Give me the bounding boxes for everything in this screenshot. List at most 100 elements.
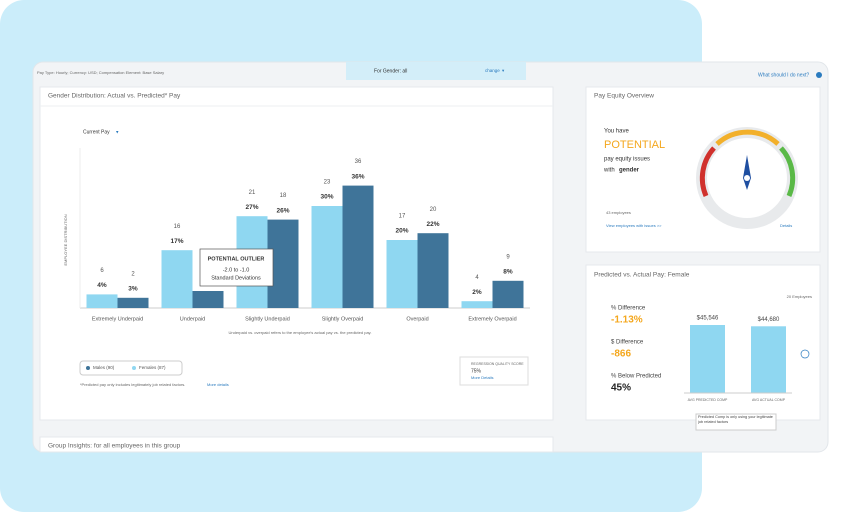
predicted-value: $45,546: [697, 316, 719, 322]
bar: [192, 291, 224, 308]
x-tick-label: Slightly Underpaid: [245, 316, 290, 322]
x-tick-label: Slightly Overpaid: [322, 316, 364, 322]
predicted-employees: 20 Employees: [787, 294, 812, 299]
bar: [386, 240, 418, 308]
legend: [79, 360, 183, 376]
bar: [461, 301, 493, 308]
gender-filter: For Gender: all: [374, 68, 407, 74]
change-link[interactable]: change: [485, 68, 500, 73]
overview-bold: gender: [619, 168, 640, 174]
caret: ▾: [502, 68, 505, 73]
tooltip-range: -2.0 to -1.0: [223, 267, 250, 273]
metric-label: % Difference: [611, 306, 646, 312]
overview-link[interactable]: View employees with issues >>: [606, 223, 662, 228]
gauge-yellow: [715, 129, 780, 146]
bar: [417, 233, 449, 308]
x-tick-label: Underpaid: [180, 316, 205, 322]
pay-selector[interactable]: Current Pay: [83, 129, 110, 135]
bar: [117, 297, 149, 308]
quality-box: [459, 356, 529, 386]
data-label: 4%: [97, 282, 107, 289]
predicted-category: AVG PREDICTED COMP: [688, 398, 728, 402]
help-link[interactable]: What should I do next?: [758, 72, 809, 78]
gauge-hub: [744, 175, 750, 181]
legend-label[interactable]: Females (87): [139, 365, 166, 370]
predicted-tooltip-body: Predicted Comp is only using your legiti…: [698, 415, 773, 424]
legend-swatch: [86, 366, 90, 370]
predicted-bar: [751, 326, 786, 393]
caption: Underpaid vs. overpaid refers to the emp…: [229, 330, 372, 335]
quality-label: REGRESSION QUALITY SCORE: [471, 362, 524, 366]
count-label: 36: [355, 159, 362, 165]
next-button[interactable]: [800, 349, 810, 359]
overview-line: with: [603, 168, 615, 174]
count-label: 21: [249, 190, 256, 196]
overview-line: pay equity issues: [604, 157, 650, 163]
data-label: 36%: [351, 173, 364, 180]
data-label: 27%: [245, 204, 258, 211]
count-label: 6: [100, 268, 104, 274]
predicted-category: AVG ACTUAL COMP: [752, 398, 786, 402]
predicted-bar: [690, 325, 725, 393]
bar: [86, 294, 118, 308]
tooltip-title: POTENTIAL OUTLIER: [208, 256, 265, 262]
data-label: 20%: [395, 228, 408, 235]
help-icon: [816, 72, 822, 78]
data-label: 26%: [276, 207, 289, 214]
count-label: 9: [506, 254, 510, 260]
data-label: 17%: [170, 238, 183, 245]
x-tick-label: Extremely Overpaid: [468, 316, 516, 322]
overview-status: POTENTIAL: [604, 139, 665, 151]
group-panel: [39, 436, 554, 453]
metric-value: 45%: [611, 383, 631, 394]
overview-title: Pay Equity Overview: [594, 93, 654, 100]
caret: ▾: [116, 129, 119, 135]
data-label: 3%: [128, 286, 138, 293]
overview-details[interactable]: Details: [780, 223, 792, 228]
data-label: 22%: [426, 221, 439, 228]
footnote: *Predicted pay only includes legitimatel…: [80, 382, 185, 387]
filter-tab[interactable]: [346, 62, 526, 80]
more-details[interactable]: More details: [207, 382, 229, 387]
tooltip-unit: Standard Deviations: [211, 275, 261, 281]
filters: Pay Type: Hourly; Currency: USD; Compens…: [37, 70, 164, 75]
predicted-value: $44,680: [758, 317, 780, 323]
quality-link[interactable]: More Details: [471, 375, 493, 380]
legend-swatch: [132, 366, 136, 370]
count-label: 18: [280, 193, 287, 199]
count-label: 2: [131, 271, 135, 277]
overview-line: You have: [604, 129, 629, 135]
bar: [311, 206, 343, 308]
count-label: 20: [430, 207, 437, 213]
data-label: 8%: [503, 269, 513, 276]
metric-label: $ Difference: [611, 340, 644, 346]
x-tick-label: Extremely Underpaid: [92, 316, 143, 322]
data-label: 2%: [472, 289, 482, 296]
y-axis-label: EMPLOYEE DISTRIBUTION: [63, 214, 68, 265]
gauge-green: [779, 146, 796, 197]
x-tick-label: Overpaid: [406, 316, 428, 322]
gauge-needle: [743, 155, 751, 190]
gauge-red: [699, 146, 716, 197]
predicted-tooltip-text: Predicted Comp is only using your legiti…: [698, 415, 773, 424]
group-title: Group Insights: for all employees in thi…: [48, 443, 181, 450]
quality-value: 75%: [471, 368, 482, 374]
metric-value: -1.13%: [611, 315, 643, 326]
overview-employees: 43 employees: [606, 210, 631, 215]
count-label: 23: [324, 180, 331, 186]
predicted-tooltip: [695, 413, 777, 431]
predicted-title: Predicted vs. Actual Pay: Female: [594, 272, 690, 279]
panel-title: Gender Distribution: Actual vs. Predicte…: [48, 93, 181, 100]
bar: [342, 185, 374, 308]
count-label: 17: [399, 214, 406, 220]
metric-label: % Below Predicted: [611, 374, 661, 380]
count-label: 16: [174, 224, 181, 230]
bar: [492, 280, 524, 308]
tooltip: [199, 248, 274, 287]
legend-label[interactable]: Males (90): [93, 365, 115, 370]
metric-value: -866: [611, 349, 631, 360]
bar: [161, 250, 193, 308]
data-label: 30%: [320, 194, 333, 201]
